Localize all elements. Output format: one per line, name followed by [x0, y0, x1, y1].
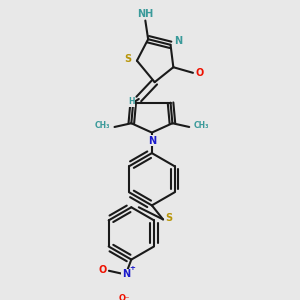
Text: CH₃: CH₃	[194, 121, 209, 130]
Text: S: S	[165, 212, 172, 223]
Text: N: N	[122, 269, 130, 280]
Text: CH₃: CH₃	[94, 121, 110, 130]
Text: +: +	[129, 265, 135, 271]
Text: NH: NH	[137, 9, 154, 19]
Text: H: H	[128, 97, 135, 106]
Text: O⁻: O⁻	[118, 294, 130, 300]
Text: O: O	[98, 265, 106, 275]
Text: O: O	[195, 68, 204, 78]
Text: N: N	[148, 136, 156, 146]
Text: N: N	[174, 36, 182, 46]
Text: S: S	[124, 54, 131, 64]
